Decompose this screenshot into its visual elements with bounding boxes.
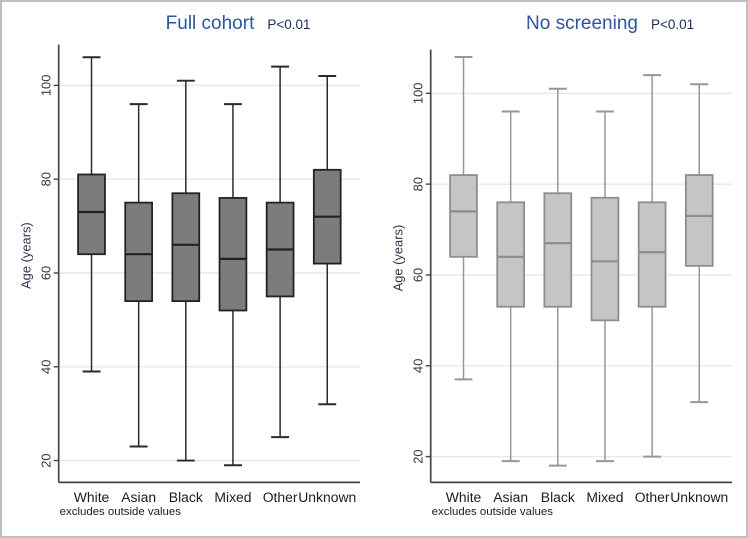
category-label: Unknown xyxy=(670,489,728,505)
category-label: Other xyxy=(263,489,298,505)
category-label: Mixed xyxy=(586,489,623,505)
y-tick-label: 60 xyxy=(410,268,425,282)
iqr-box xyxy=(171,192,201,303)
box-group-asian xyxy=(496,110,525,463)
y-tick-label: 20 xyxy=(410,449,425,463)
box-group-unknown xyxy=(312,75,342,406)
footnote: excludes outside values xyxy=(60,506,182,518)
boxplot-no-screening: 20 40 60 80 100 Age (years) White Asian Black Mix… xyxy=(390,49,733,518)
iqr-box xyxy=(543,192,573,308)
y-tick-label: 20 xyxy=(38,453,53,467)
iqr-box xyxy=(496,201,525,308)
iqr-box xyxy=(637,201,667,308)
category-label: Other xyxy=(635,489,670,505)
iqr-box xyxy=(449,174,478,258)
box-group-asian xyxy=(124,103,153,448)
p-value-label: P<0.01 xyxy=(650,17,695,32)
category-label: White xyxy=(74,489,110,505)
y-tick-label: 100 xyxy=(410,83,425,105)
category-label: Asian xyxy=(121,489,156,505)
panel-no-screening: No screening P<0.01 20 40 60 80 100 Age (years… xyxy=(374,2,746,536)
box-group-unknown xyxy=(684,83,714,404)
box-group-black xyxy=(543,87,573,467)
boxplot-full-cohort: 20 40 60 80 100 Age (years) White Asian Black Mix… xyxy=(18,44,361,518)
box-group-mixed xyxy=(218,103,248,467)
y-tick-label: 40 xyxy=(410,359,425,373)
category-label: Asian xyxy=(493,489,528,505)
footnote: excludes outside values xyxy=(432,506,554,518)
category-label: White xyxy=(446,489,482,505)
y-tick-label: 100 xyxy=(38,75,53,97)
panel-title: No screening xyxy=(526,13,638,34)
y-axis-title: Age (years) xyxy=(18,222,33,289)
box-group-mixed xyxy=(590,110,620,463)
iqr-box xyxy=(124,201,153,303)
box-group-other xyxy=(637,74,667,458)
panel-title-row: No screening P<0.01 xyxy=(431,13,733,35)
iqr-box xyxy=(77,173,106,256)
y-tick-label: 60 xyxy=(38,266,53,280)
y-tick-label: 80 xyxy=(410,177,425,191)
panel-full-cohort: Full cohort P<0.01 20 40 60 80 100 Age (years)… xyxy=(2,2,374,536)
y-tick-label: 40 xyxy=(38,360,53,374)
box-group-white xyxy=(449,55,478,381)
box-group-white xyxy=(77,56,106,373)
panel-title: Full cohort xyxy=(165,13,255,34)
box-group-black xyxy=(171,79,201,462)
iqr-box xyxy=(684,174,714,267)
y-axis-title: Age (years) xyxy=(390,225,405,292)
iqr-box xyxy=(218,197,248,312)
iqr-box xyxy=(590,196,620,322)
category-label: Black xyxy=(541,489,575,505)
panel-title-row: Full cohort P<0.01 xyxy=(59,13,361,35)
category-label: Unknown xyxy=(298,489,356,505)
category-label: Mixed xyxy=(214,489,251,505)
box-group-other xyxy=(265,65,295,439)
y-tick-label: 80 xyxy=(38,172,53,186)
category-label: Black xyxy=(169,489,203,505)
p-value-label: P<0.01 xyxy=(267,17,311,32)
